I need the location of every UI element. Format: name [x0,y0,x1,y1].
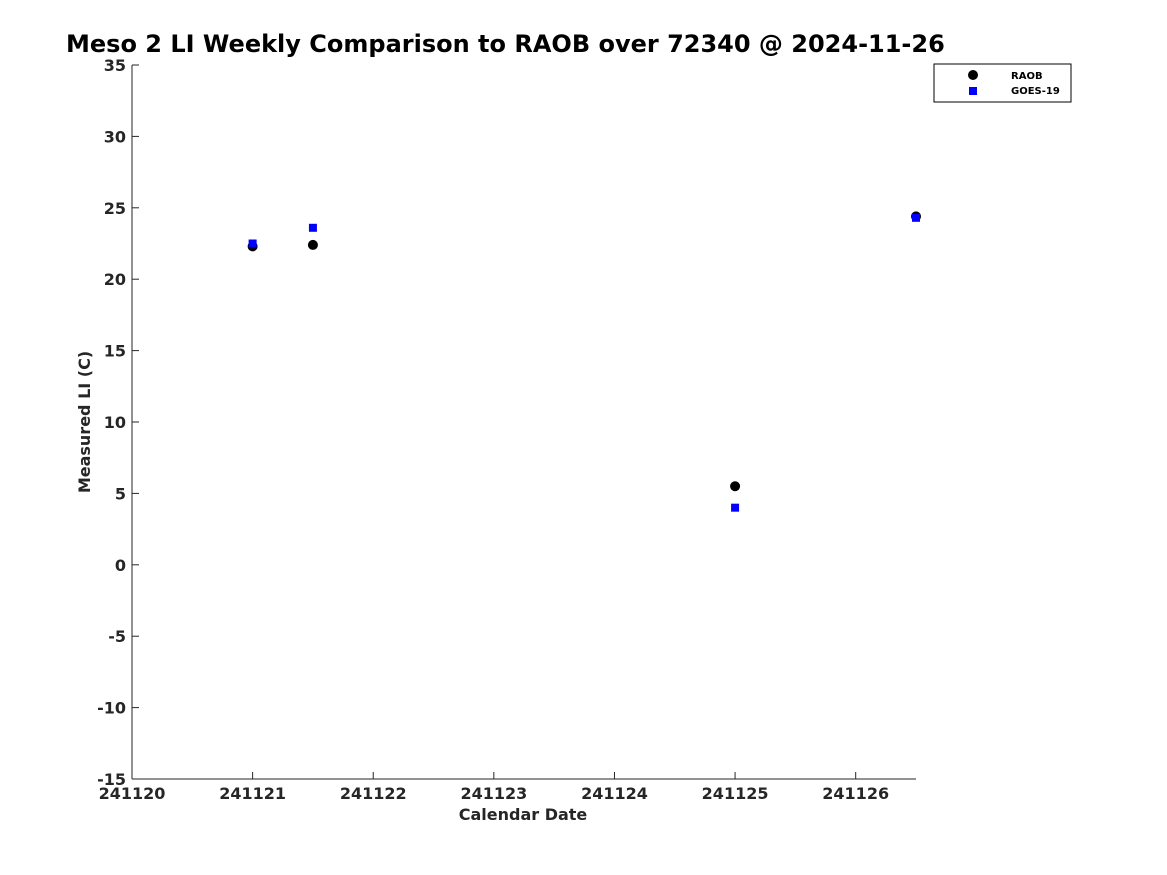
y-tick-label: 35 [104,56,126,75]
y-tick-label: -10 [97,699,126,718]
goes-19-point [731,503,740,512]
legend: RAOB GOES-19 [933,63,1072,103]
y-axis-label: Measured LI (C) [75,351,94,493]
x-tick-label: 241124 [581,784,648,803]
legend-goes-label: GOES-19 [1011,86,1060,97]
goes-19-point [308,223,317,232]
y-tick-label: 25 [104,199,126,218]
chart-title: Meso 2 LI Weekly Comparison to RAOB over… [66,30,945,58]
x-tick-label: 241126 [822,784,889,803]
legend-goes-marker [969,87,977,95]
legend-box [933,63,1072,103]
legend-raob-marker [968,70,978,80]
y-tick-label: 10 [104,413,126,432]
raob-point [307,239,318,250]
y-tick-label: -5 [108,627,126,646]
goes-19-point [248,239,257,248]
y-tick-label: 30 [104,127,126,146]
goes-19-point [912,213,920,222]
x-axis-label: Calendar Date [459,805,588,824]
x-tick-label: 241125 [702,784,769,803]
legend-raob-label: RAOB [1011,71,1043,82]
x-tick-label: 241120 [99,784,166,803]
y-tick-label: 0 [115,556,126,575]
x-tick-label: 241121 [219,784,286,803]
raob-point [730,481,741,492]
y-tick-label: 20 [104,270,126,289]
y-tick-label: 15 [104,342,126,361]
y-tick-label: -15 [97,770,126,789]
x-tick-label: 241123 [460,784,527,803]
x-tick-label: 241122 [340,784,407,803]
y-tick-label: 5 [115,484,126,503]
